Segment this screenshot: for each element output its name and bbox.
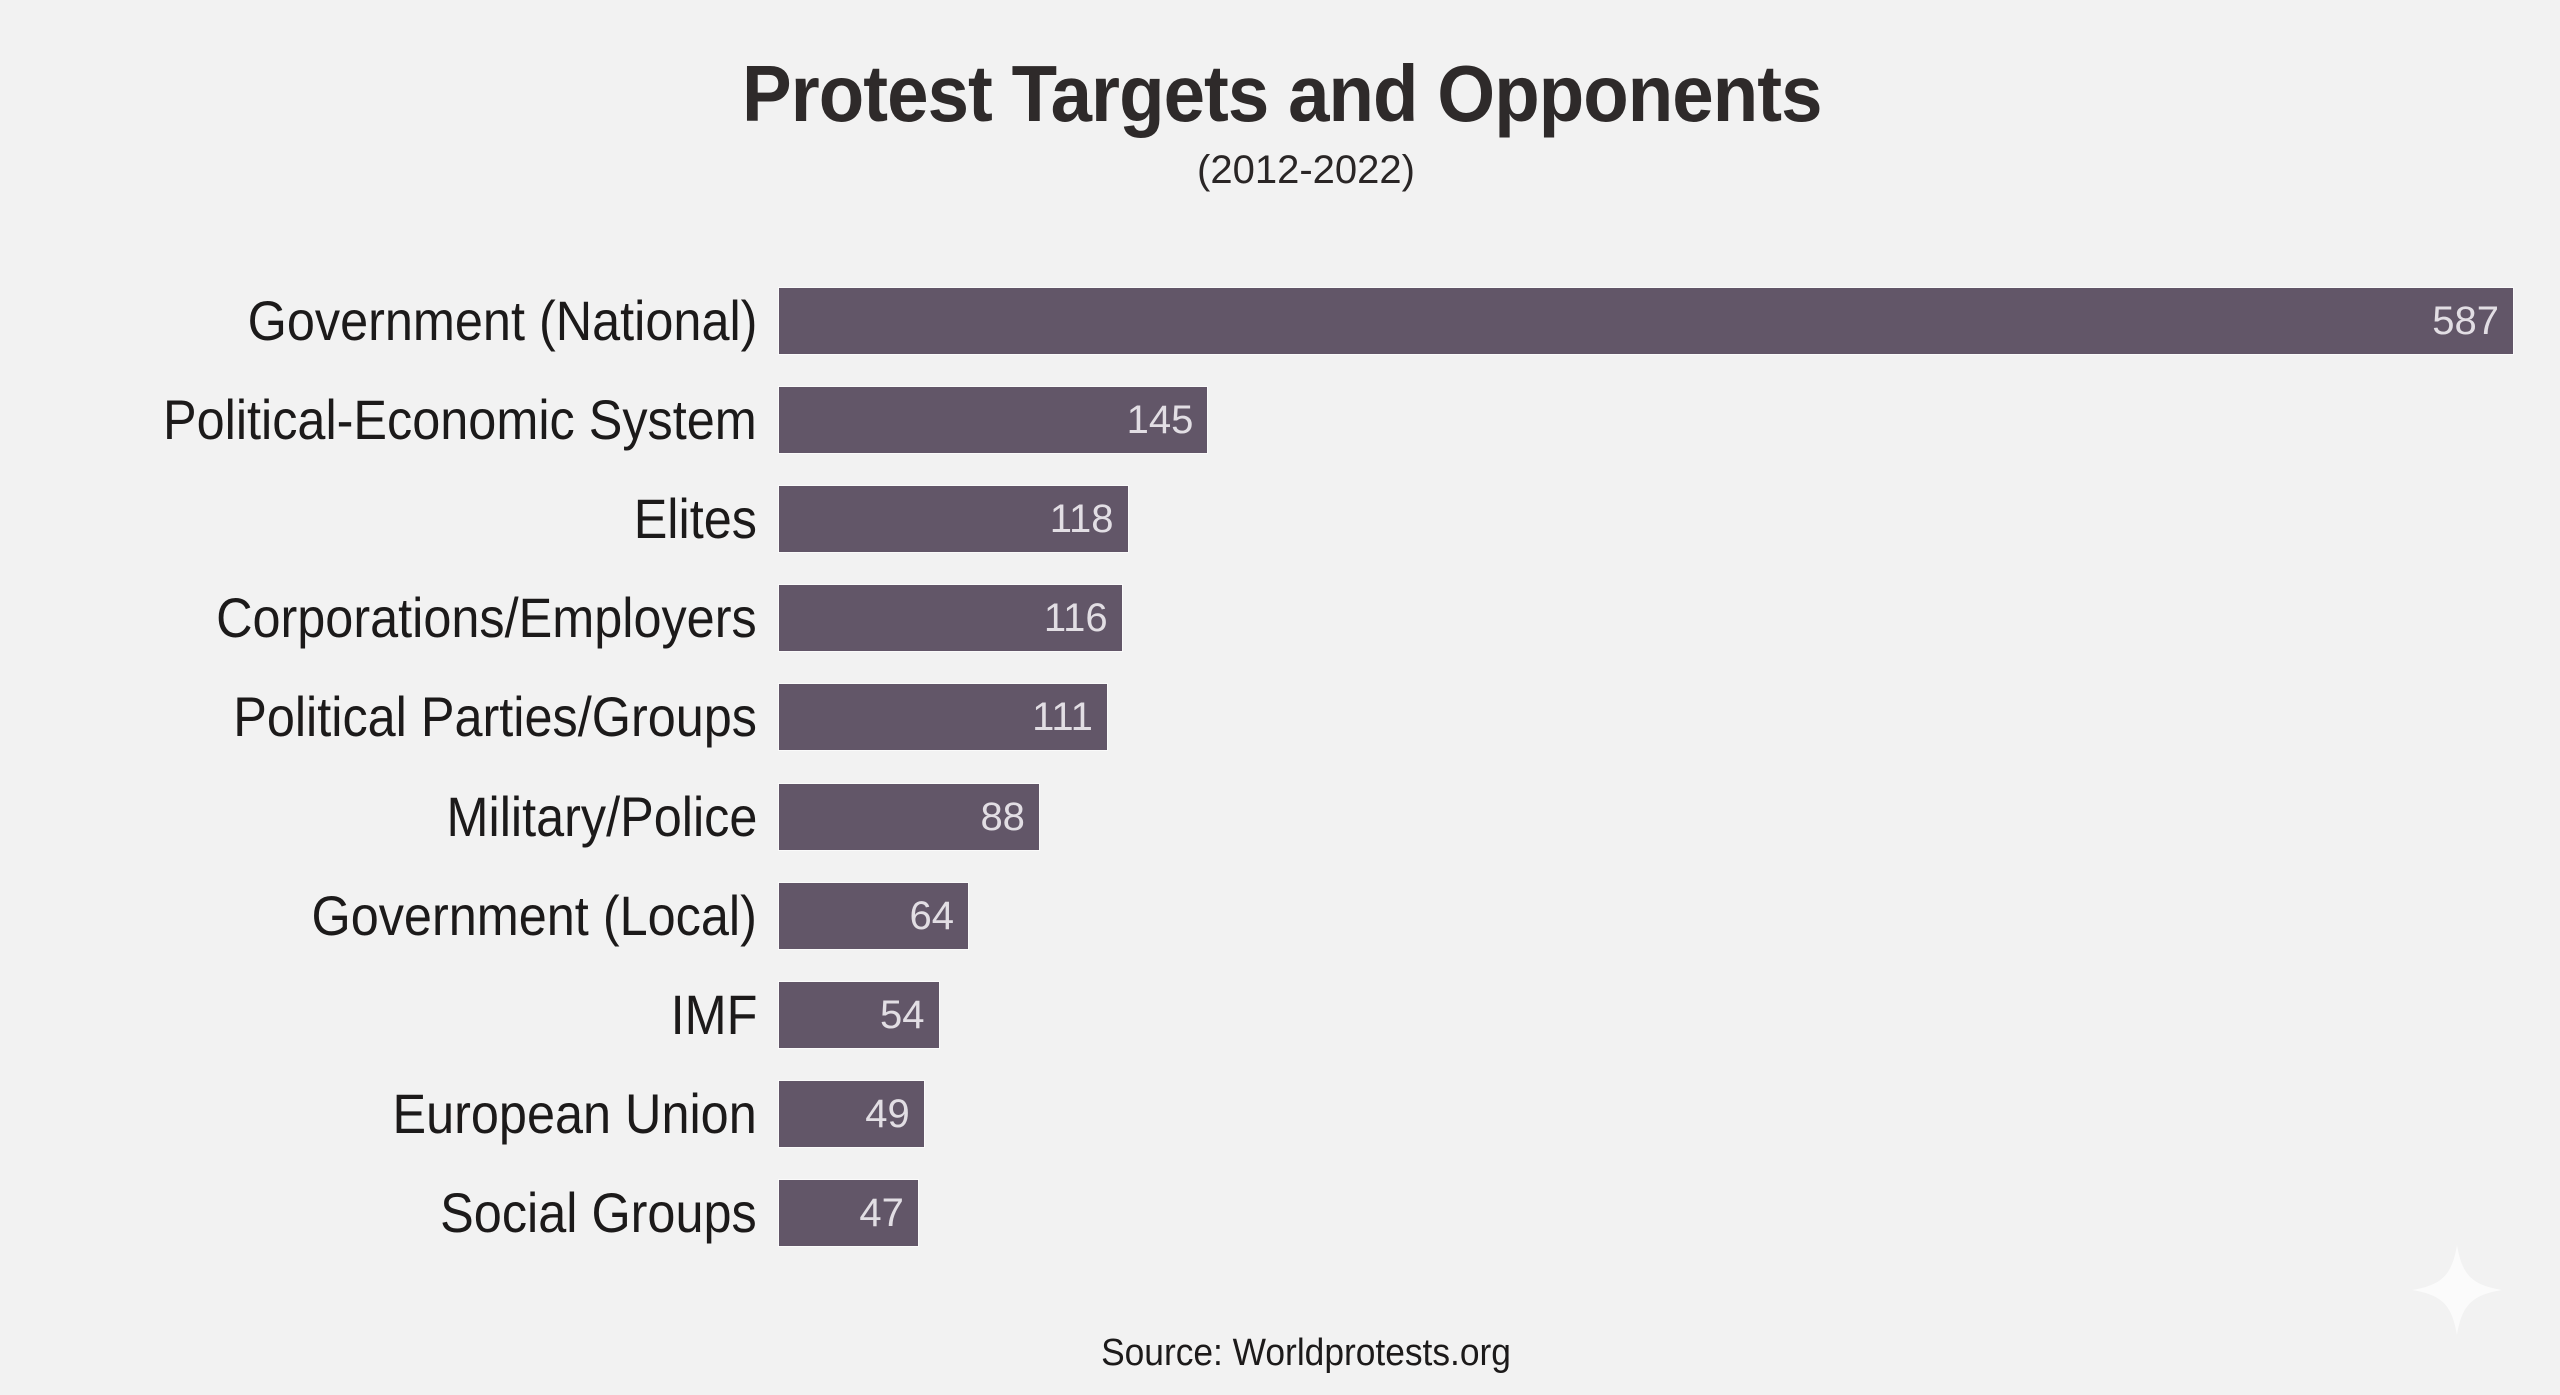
chart-title: Protest Targets and Opponents: [742, 49, 1822, 138]
bar: [779, 585, 1122, 652]
category-label: Political-Economic System: [163, 388, 757, 452]
value-label: 49: [865, 1091, 910, 1136]
value-label: 47: [859, 1190, 904, 1235]
sparkle-icon: [2412, 1245, 2502, 1335]
bar: [779, 783, 1039, 850]
value-label: 54: [880, 992, 925, 1037]
category-label: Corporations/Employers: [216, 586, 757, 650]
value-label: 64: [909, 893, 955, 938]
value-label: 587: [2432, 299, 2499, 343]
category-label: Government (National): [247, 289, 757, 352]
category-label: IMF: [670, 982, 757, 1046]
value-label: 111: [1032, 695, 1093, 740]
bar: [779, 1080, 924, 1147]
category-label: Elites: [633, 487, 757, 551]
category-label: Military/Police: [446, 784, 757, 848]
bar: [779, 288, 2513, 354]
bar: [779, 981, 939, 1048]
category-label: Political Parties/Groups: [233, 685, 757, 749]
value-label: 145: [1126, 398, 1194, 443]
value-label: 88: [980, 794, 1025, 839]
chart-source: Source: Worldprotests.org: [1101, 1332, 1511, 1374]
bar: [779, 882, 969, 949]
value-label: 118: [1049, 497, 1114, 542]
category-label: Social Groups: [440, 1180, 757, 1244]
bar: [779, 1179, 918, 1246]
bar: [779, 387, 1208, 454]
category-label: European Union: [392, 1081, 757, 1145]
bar: [779, 684, 1107, 751]
bar: [779, 486, 1128, 553]
value-label: 116: [1043, 596, 1108, 641]
category-label: Government (Local): [311, 883, 757, 947]
chart-subtitle: (2012-2022): [1197, 148, 1415, 192]
